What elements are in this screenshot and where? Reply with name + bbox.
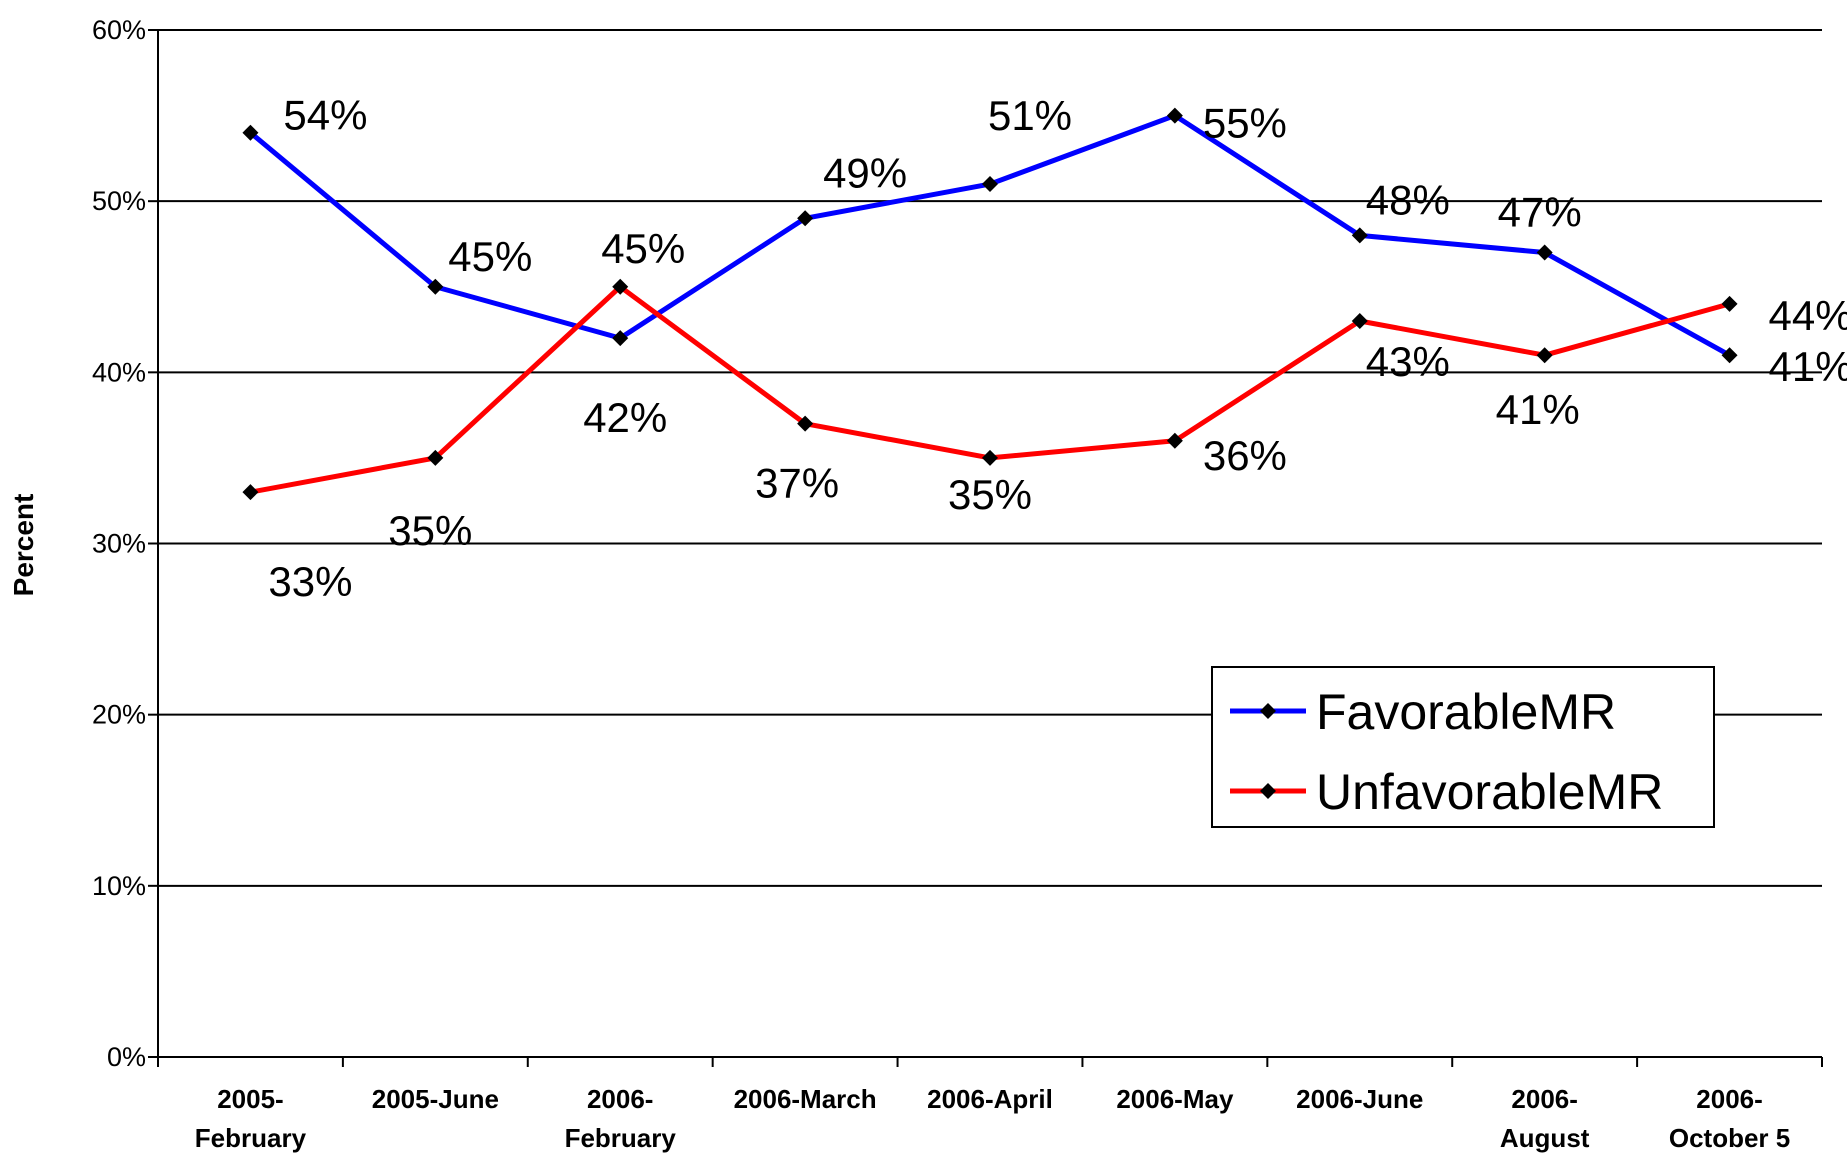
data-point [242, 484, 259, 501]
data-point [1536, 244, 1553, 261]
data-label: 45% [601, 225, 685, 272]
data-point [1721, 295, 1738, 312]
data-point [242, 124, 259, 141]
x-tick-label: 2006-April [927, 1084, 1053, 1114]
data-labels: 54% 45% 42% 49% 51% 55% 48% 47% 41% 33% 35% 45% 37% 3… [268, 92, 1847, 605]
x-tick-label: 2006-October 5 [1669, 1084, 1790, 1153]
data-point [982, 449, 998, 466]
legend-label: FavorableMR [1316, 684, 1616, 740]
data-label: 51% [988, 92, 1072, 139]
data-label: 36% [1203, 432, 1287, 479]
axes: 0% 10% 20% 30% 40% 50% 60% 2005-February 2005-Ju… [92, 15, 1823, 1153]
y-tick-label: 0% [107, 1042, 146, 1072]
data-point [982, 176, 998, 193]
data-label: 49% [823, 149, 907, 196]
legend: FavorableMR UnfavorableMR [1211, 666, 1715, 828]
data-label: 45% [448, 233, 532, 280]
data-point [427, 449, 444, 466]
x-tick-label: 2006-May [1116, 1084, 1234, 1114]
legend-marker [1260, 703, 1276, 719]
data-point [612, 278, 629, 295]
x-tick-label: 2006-February [565, 1084, 677, 1153]
y-axis-label: Percent [8, 494, 39, 597]
x-tick-label: 2005-June [372, 1084, 499, 1114]
x-tick-label: 2006-March [734, 1084, 877, 1114]
x-tick-label: 2005-February [195, 1084, 307, 1153]
data-point [797, 415, 814, 432]
data-point [797, 210, 814, 227]
data-point [1721, 347, 1738, 364]
data-label: 47% [1498, 189, 1582, 236]
y-tick-label: 40% [92, 357, 146, 387]
series-UnfavorableMR [242, 278, 1738, 501]
data-label: 44% [1769, 292, 1847, 339]
data-label: 48% [1366, 176, 1450, 223]
data-label: 42% [583, 394, 667, 441]
series-FavorableMR [242, 107, 1738, 364]
y-tick-label: 10% [92, 871, 146, 901]
data-point [1351, 227, 1368, 244]
data-label: 33% [268, 558, 352, 605]
series-lines [242, 107, 1738, 501]
data-point [1536, 347, 1553, 364]
y-tick-label: 30% [92, 529, 146, 559]
data-label: 43% [1366, 338, 1450, 385]
x-tick-label: 2006-June [1296, 1084, 1423, 1114]
data-label: 41% [1496, 386, 1580, 433]
data-point [612, 330, 629, 347]
data-label: 35% [388, 507, 472, 554]
data-label: 55% [1203, 100, 1287, 147]
data-point [1166, 432, 1183, 449]
data-point [427, 278, 444, 295]
legend-marker [1260, 783, 1276, 799]
y-tick-label: 60% [92, 15, 146, 45]
legend-label: UnfavorableMR [1316, 764, 1663, 820]
gridlines [158, 29, 1822, 887]
data-point [1166, 107, 1183, 124]
y-tick-label: 50% [92, 186, 146, 216]
data-point [1351, 312, 1368, 329]
data-label: 35% [948, 471, 1032, 518]
x-tick-label: 2006-August [1500, 1084, 1590, 1153]
y-tick-label: 20% [92, 700, 146, 730]
data-label: 41% [1769, 343, 1847, 390]
data-label: 37% [755, 460, 839, 507]
data-label: 54% [283, 92, 367, 139]
legend-box [1211, 666, 1715, 828]
